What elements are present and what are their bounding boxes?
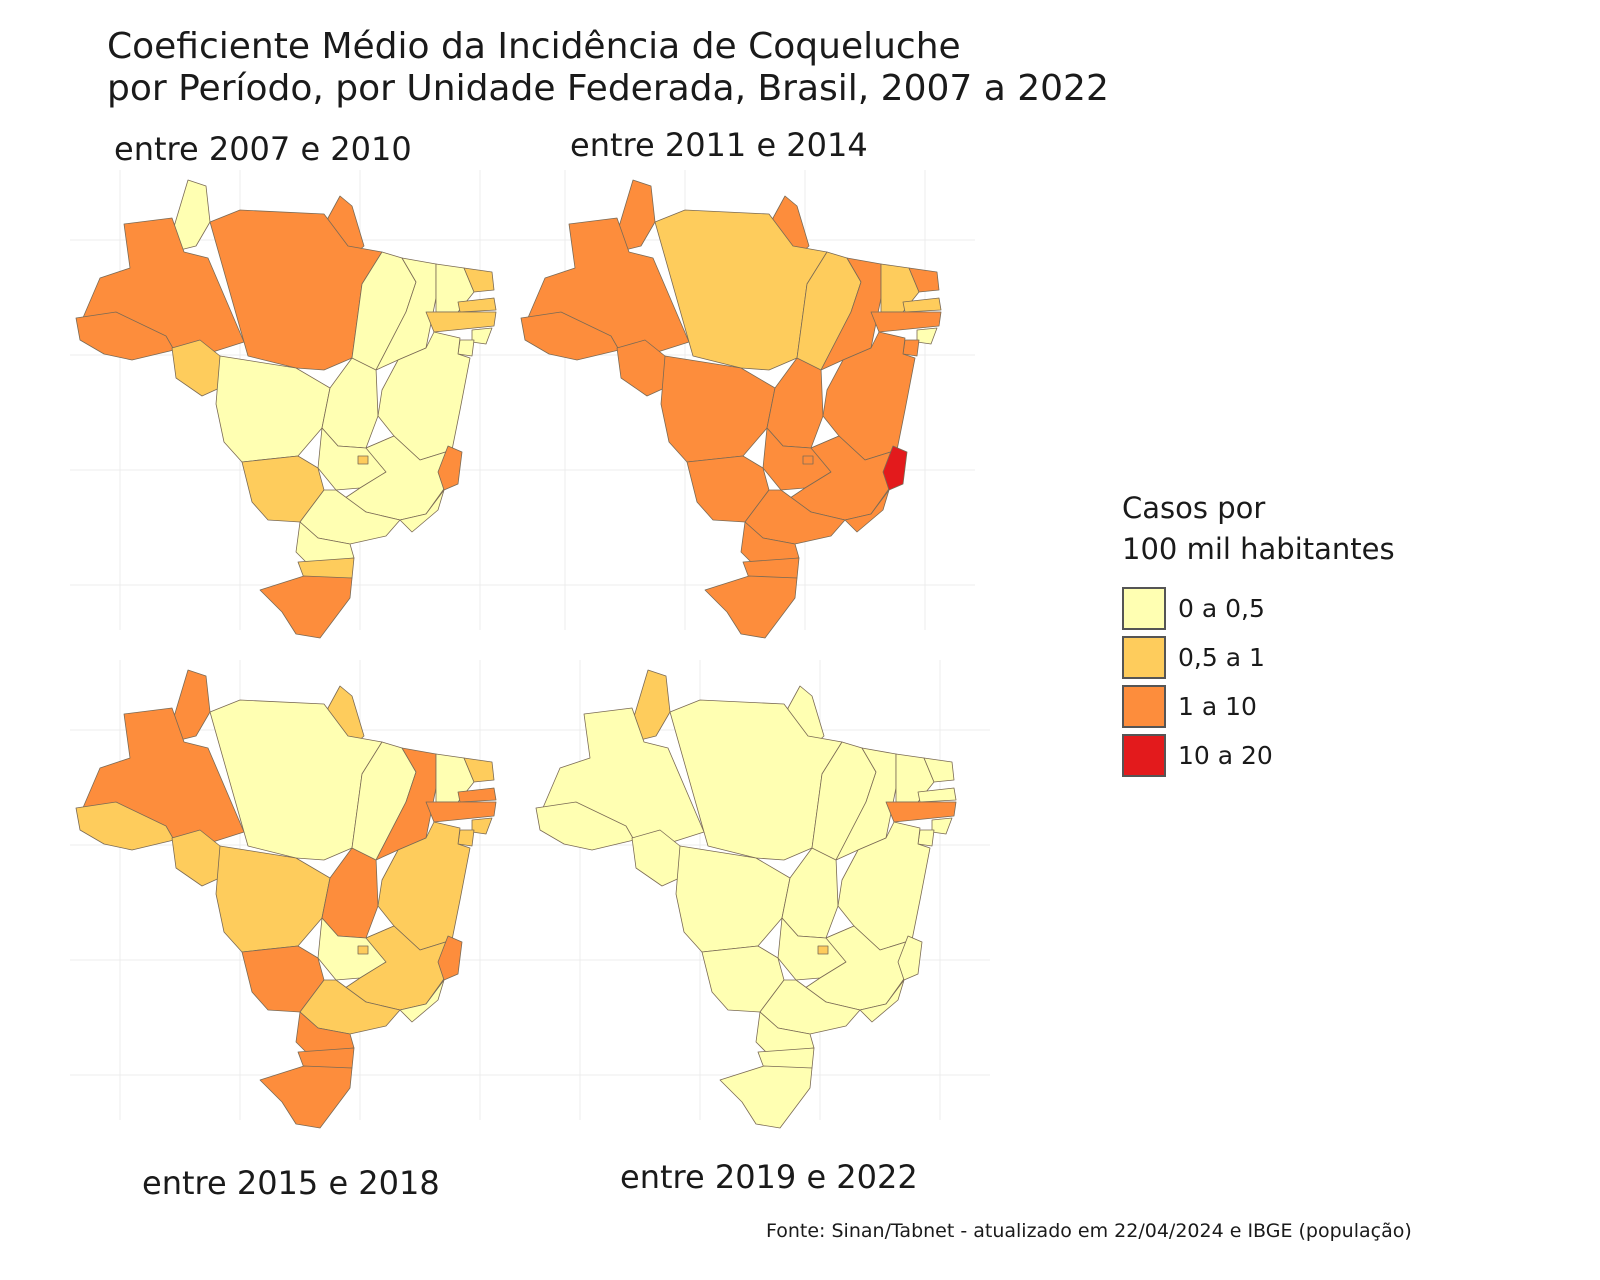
state-ac xyxy=(520,311,620,361)
state-se xyxy=(457,339,475,357)
legend-item-0-0.5: 0 a 0,5 xyxy=(1122,584,1395,633)
state-sc xyxy=(757,1047,815,1069)
state-al xyxy=(916,327,938,345)
legend-label: 0 a 0,5 xyxy=(1178,594,1265,623)
state-pe xyxy=(885,801,957,823)
legend-item-10-20: 10 a 20 xyxy=(1122,731,1395,780)
state-df xyxy=(802,455,814,465)
state-pb xyxy=(902,297,942,313)
state-ba xyxy=(822,331,916,461)
state-df xyxy=(357,455,369,465)
state-mt xyxy=(660,355,776,463)
state-pb xyxy=(457,787,497,803)
legend-label: 10 a 20 xyxy=(1178,741,1273,770)
state-rs xyxy=(259,575,353,639)
state-mt xyxy=(675,845,791,953)
state-es xyxy=(437,935,463,981)
legend-title-line-2: 100 mil habitantes xyxy=(1122,532,1395,566)
legend-swatch xyxy=(1122,587,1166,630)
state-se xyxy=(902,339,920,357)
state-df xyxy=(817,945,829,955)
state-rs xyxy=(719,1065,813,1129)
panel-title-2015-2018: entre 2015 e 2018 xyxy=(142,1164,440,1202)
state-se xyxy=(917,829,935,847)
state-al xyxy=(931,817,953,835)
brazil-map-2011-2014 xyxy=(515,170,975,639)
source-note: Fonte: Sinan/Tabnet - atualizado em 22/0… xyxy=(766,1220,1412,1242)
state-es xyxy=(882,445,908,491)
legend-swatch xyxy=(1122,685,1166,728)
state-mt xyxy=(215,355,331,463)
legend-items: 0 a 0,5 0,5 a 1 1 a 10 10 a 20 xyxy=(1122,584,1395,780)
state-to xyxy=(781,847,839,939)
panel-title-2019-2022: entre 2019 e 2022 xyxy=(620,1158,918,1196)
map-panel-2011-2014 xyxy=(505,160,985,640)
state-sc xyxy=(297,557,355,579)
state-pb xyxy=(457,297,497,313)
state-pe xyxy=(425,311,497,333)
panel-title-2011-2014: entre 2011 e 2014 xyxy=(570,126,868,164)
panel-title-2007-2010: entre 2007 e 2010 xyxy=(114,130,412,168)
legend-swatch xyxy=(1122,636,1166,679)
state-ba xyxy=(837,821,931,951)
state-pb xyxy=(917,787,957,803)
state-ba xyxy=(377,331,471,461)
state-to xyxy=(321,357,379,449)
state-ac xyxy=(535,801,635,851)
legend-item-0.5-1: 0,5 a 1 xyxy=(1122,633,1395,682)
map-panel-2019-2022 xyxy=(520,650,1000,1130)
state-pe xyxy=(870,311,942,333)
state-rn xyxy=(923,757,955,783)
state-ba xyxy=(377,821,471,951)
state-ac xyxy=(75,801,175,851)
legend-label: 1 a 10 xyxy=(1178,692,1257,721)
state-rn xyxy=(463,757,495,783)
legend-title: Casos por 100 mil habitantes xyxy=(1122,488,1395,570)
state-rn xyxy=(908,267,940,293)
legend-label: 0,5 a 1 xyxy=(1178,643,1265,672)
state-sc xyxy=(297,1047,355,1069)
state-rj xyxy=(844,489,890,533)
state-al xyxy=(471,327,493,345)
map-panel-2007-2010 xyxy=(60,160,540,640)
state-rj xyxy=(859,979,905,1023)
state-es xyxy=(897,935,923,981)
state-es xyxy=(437,445,463,491)
state-sc xyxy=(742,557,800,579)
map-panel-2015-2018 xyxy=(60,650,540,1130)
state-rn xyxy=(463,267,495,293)
state-mt xyxy=(215,845,331,953)
legend-swatch xyxy=(1122,734,1166,777)
legend-item-1-10: 1 a 10 xyxy=(1122,682,1395,731)
state-se xyxy=(457,829,475,847)
state-df xyxy=(357,945,369,955)
state-al xyxy=(471,817,493,835)
state-rs xyxy=(259,1065,353,1129)
brazil-map-2015-2018 xyxy=(70,660,530,1129)
chart-title-line-2: por Período, por Unidade Federada, Brasi… xyxy=(107,68,1109,109)
chart-title-line-1: Coeficiente Médio da Incidência de Coque… xyxy=(107,26,961,67)
legend-title-line-1: Casos por xyxy=(1122,491,1266,525)
chart-title: Coeficiente Médio da Incidência de Coque… xyxy=(107,26,1109,110)
state-rj xyxy=(399,489,445,533)
state-ac xyxy=(75,311,175,361)
brazil-map-2007-2010 xyxy=(70,170,530,639)
state-rs xyxy=(704,575,798,639)
state-to xyxy=(321,847,379,939)
legend: Casos por 100 mil habitantes 0 a 0,5 0,5… xyxy=(1122,488,1395,780)
state-to xyxy=(766,357,824,449)
brazil-map-2019-2022 xyxy=(530,660,990,1129)
state-pe xyxy=(425,801,497,823)
state-rj xyxy=(399,979,445,1023)
